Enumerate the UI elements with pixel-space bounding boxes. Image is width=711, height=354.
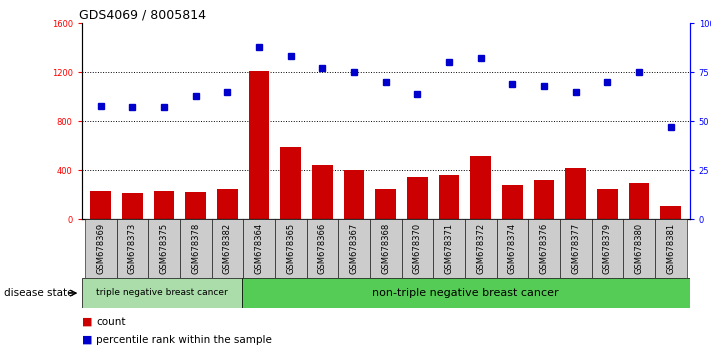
FancyBboxPatch shape xyxy=(655,219,687,278)
Bar xyxy=(565,168,586,219)
Text: GSM678365: GSM678365 xyxy=(287,222,295,274)
FancyBboxPatch shape xyxy=(560,219,592,278)
Text: GSM678380: GSM678380 xyxy=(634,222,643,274)
Bar xyxy=(439,175,459,219)
Text: GSM678379: GSM678379 xyxy=(603,222,612,274)
FancyBboxPatch shape xyxy=(275,219,306,278)
Text: count: count xyxy=(96,317,125,327)
Text: non-triple negative breast cancer: non-triple negative breast cancer xyxy=(373,288,559,298)
Text: GSM678368: GSM678368 xyxy=(381,222,390,274)
Bar xyxy=(217,189,237,219)
Text: GDS4069 / 8005814: GDS4069 / 8005814 xyxy=(79,9,205,22)
Bar xyxy=(280,147,301,219)
FancyBboxPatch shape xyxy=(528,219,560,278)
Text: GSM678373: GSM678373 xyxy=(128,222,137,274)
FancyBboxPatch shape xyxy=(402,219,433,278)
Bar xyxy=(154,190,174,219)
Bar xyxy=(186,193,206,219)
FancyBboxPatch shape xyxy=(592,219,623,278)
Bar xyxy=(407,177,428,219)
FancyBboxPatch shape xyxy=(85,219,117,278)
Text: GSM678376: GSM678376 xyxy=(540,222,548,274)
FancyBboxPatch shape xyxy=(149,219,180,278)
Bar xyxy=(471,156,491,219)
Text: GSM678378: GSM678378 xyxy=(191,222,201,274)
Bar xyxy=(534,180,555,219)
Bar xyxy=(249,71,269,219)
FancyBboxPatch shape xyxy=(243,219,275,278)
FancyBboxPatch shape xyxy=(496,219,528,278)
Bar xyxy=(502,185,523,219)
FancyBboxPatch shape xyxy=(433,219,465,278)
Text: GSM678381: GSM678381 xyxy=(666,222,675,274)
Text: GSM678374: GSM678374 xyxy=(508,222,517,274)
FancyBboxPatch shape xyxy=(306,219,338,278)
Bar xyxy=(82,278,242,308)
Text: disease state: disease state xyxy=(4,288,73,298)
Text: GSM678364: GSM678364 xyxy=(255,222,264,274)
FancyBboxPatch shape xyxy=(465,219,496,278)
FancyBboxPatch shape xyxy=(338,219,370,278)
Bar xyxy=(597,189,618,219)
Text: triple negative breast cancer: triple negative breast cancer xyxy=(96,289,228,297)
Bar xyxy=(242,278,690,308)
Text: ■: ■ xyxy=(82,317,92,327)
Text: GSM678369: GSM678369 xyxy=(96,222,105,274)
Text: GSM678377: GSM678377 xyxy=(571,222,580,274)
Text: GSM678371: GSM678371 xyxy=(444,222,454,274)
Bar xyxy=(122,193,143,219)
Bar xyxy=(375,189,396,219)
Text: GSM678372: GSM678372 xyxy=(476,222,485,274)
FancyBboxPatch shape xyxy=(370,219,402,278)
Bar xyxy=(90,191,111,219)
Text: ■: ■ xyxy=(82,335,92,345)
FancyBboxPatch shape xyxy=(212,219,243,278)
FancyBboxPatch shape xyxy=(117,219,149,278)
Text: GSM678382: GSM678382 xyxy=(223,222,232,274)
Bar xyxy=(629,183,649,219)
Text: GSM678375: GSM678375 xyxy=(159,222,169,274)
Text: GSM678367: GSM678367 xyxy=(350,222,358,274)
Bar xyxy=(312,165,333,219)
FancyBboxPatch shape xyxy=(623,219,655,278)
Bar xyxy=(661,206,681,219)
Text: GSM678370: GSM678370 xyxy=(413,222,422,274)
Text: percentile rank within the sample: percentile rank within the sample xyxy=(96,335,272,345)
FancyBboxPatch shape xyxy=(180,219,212,278)
Text: GSM678366: GSM678366 xyxy=(318,222,327,274)
Bar xyxy=(343,170,364,219)
